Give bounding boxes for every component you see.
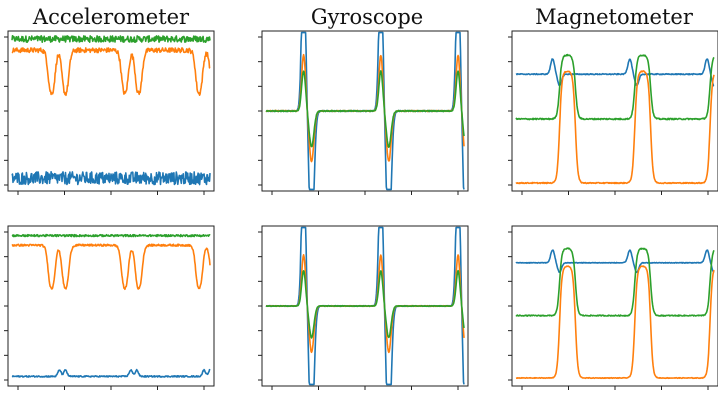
- series-line-2: [11, 243, 211, 291]
- series-line-2: [515, 53, 715, 121]
- series-line-1: [11, 233, 211, 238]
- plot-frame: [511, 225, 718, 387]
- series-line-3: [265, 269, 465, 339]
- title-magnetometer: Magnetometer: [535, 5, 694, 29]
- panel-r1-c3: [508, 30, 718, 195]
- series-line-3: [265, 70, 465, 148]
- series-line-2: [515, 247, 715, 317]
- series-line-1: [11, 35, 211, 43]
- panel-r1-c2: [258, 30, 469, 195]
- series-line-3: [11, 368, 211, 378]
- plot-frame: [7, 30, 215, 192]
- series-line-2: [265, 53, 465, 163]
- plot-frame: [511, 30, 718, 192]
- series-line-3: [515, 70, 715, 185]
- panel-r2-c1: [4, 225, 215, 390]
- series-line-3: [11, 171, 211, 186]
- series-line-3: [515, 265, 715, 380]
- plot-frame: [7, 225, 215, 387]
- panel-r1-c1: [4, 30, 215, 195]
- title-gyroscope: Gyroscope: [311, 5, 423, 29]
- series-line-2: [265, 254, 465, 354]
- panel-r2-c3: [508, 225, 718, 390]
- series-line-1: [515, 249, 715, 274]
- panel-r2-c2: [258, 225, 469, 390]
- series-line-2: [11, 47, 211, 97]
- series-line-1: [515, 58, 715, 87]
- title-accelerometer: Accelerometer: [32, 5, 190, 29]
